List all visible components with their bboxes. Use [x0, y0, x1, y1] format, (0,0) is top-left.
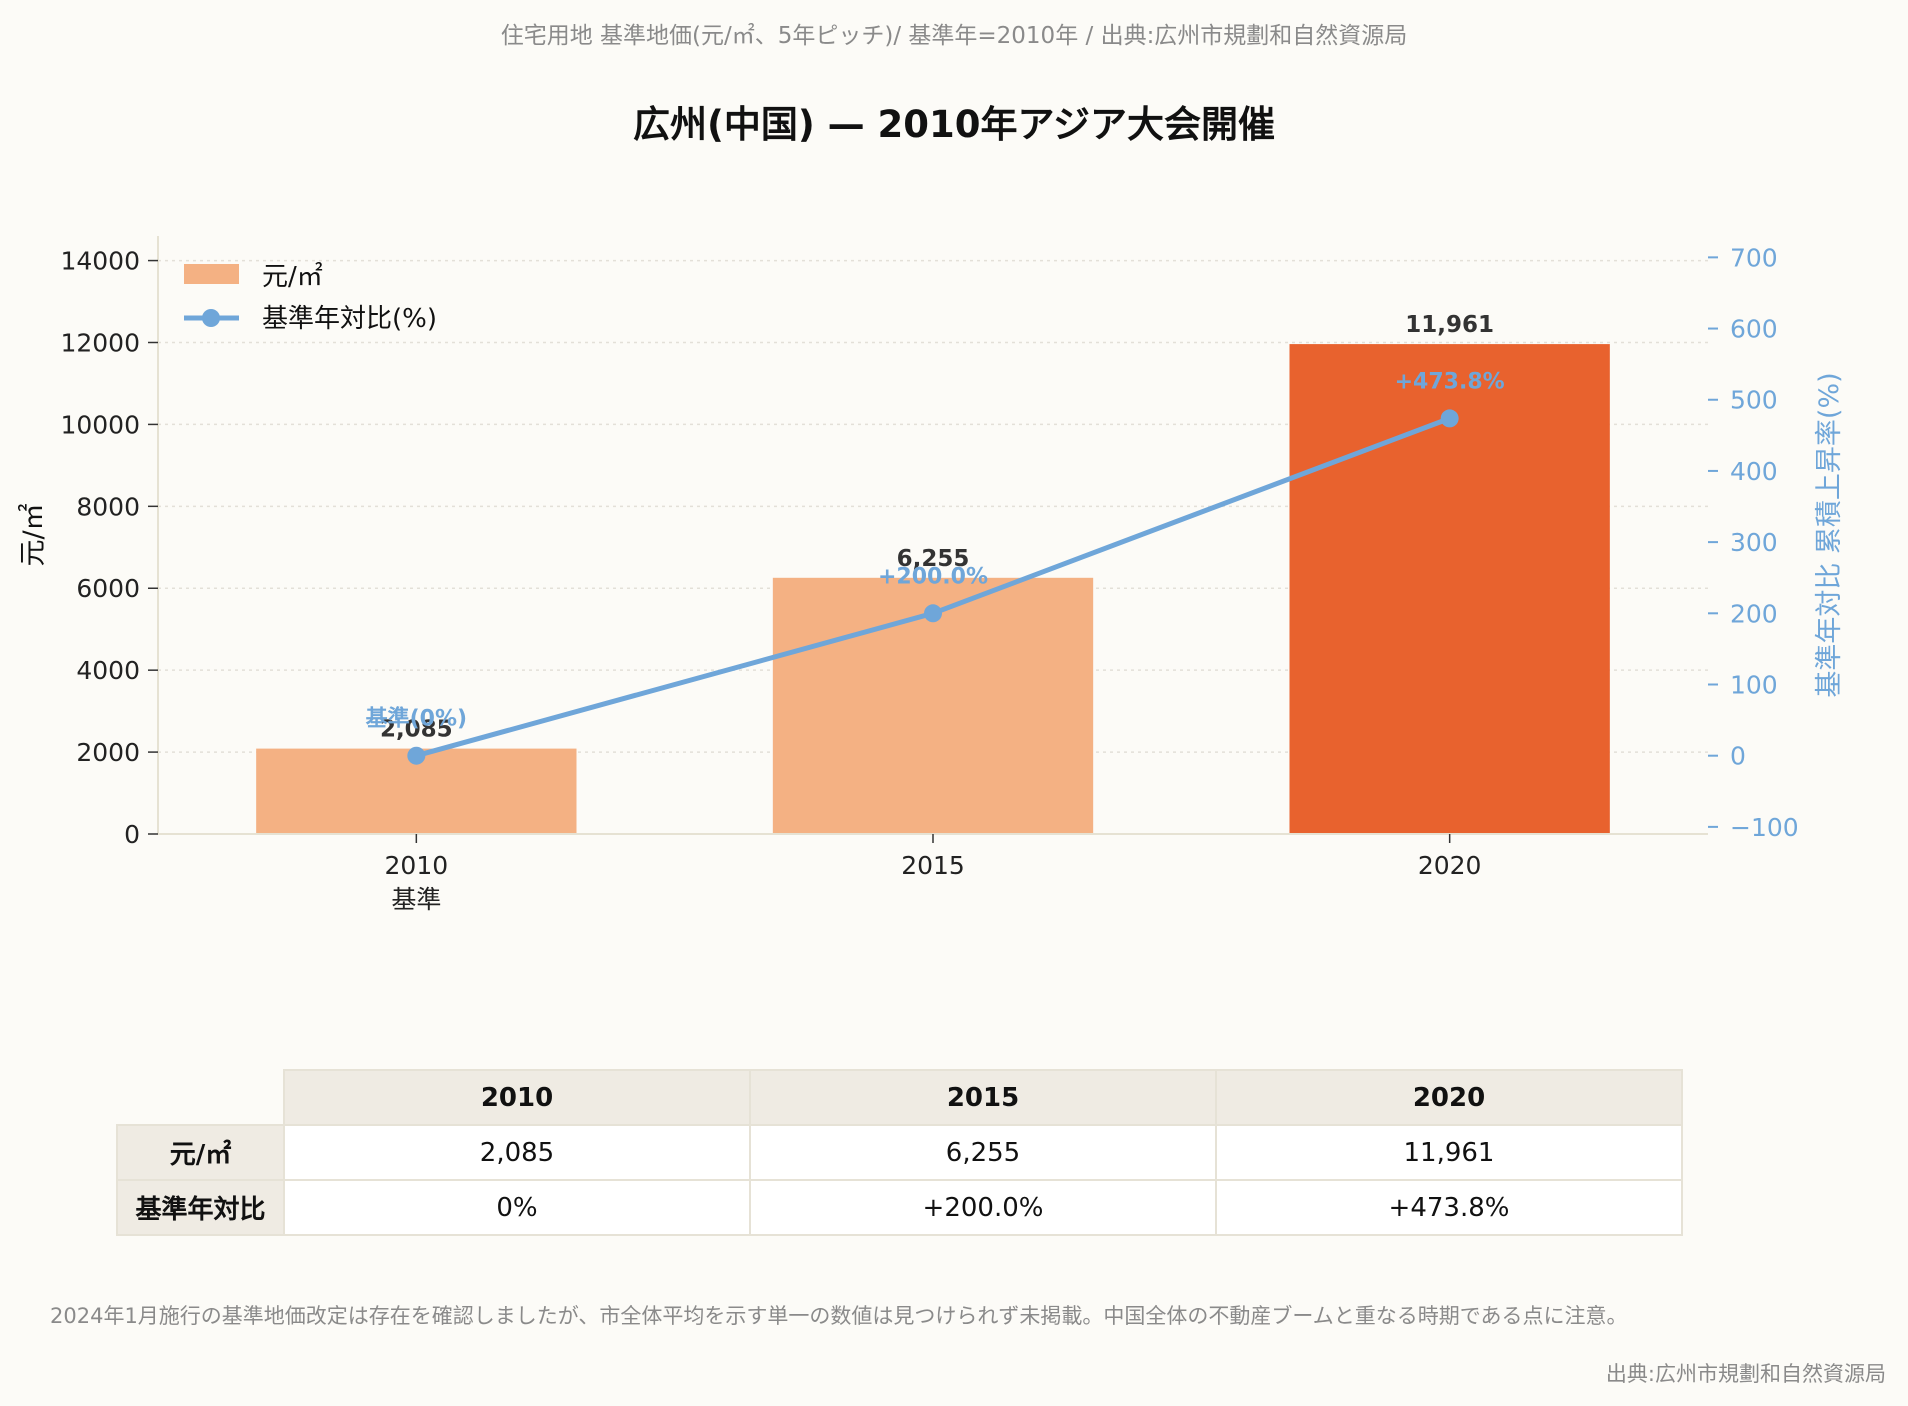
- y-tick-label: 4000: [76, 656, 140, 685]
- line-value-label: +473.8%: [1395, 369, 1505, 394]
- y2-tick-label: 200: [1730, 599, 1778, 628]
- y2-axis-label: 基準年対比 累積上昇率(%): [1814, 372, 1845, 697]
- table-header-2010: 2010: [283, 1069, 751, 1126]
- y2-tick-label: −100: [1730, 813, 1799, 842]
- chart-title: 広州(中国) — 2010年アジア大会開催: [632, 103, 1276, 146]
- y2-tick-label: 400: [1730, 457, 1778, 486]
- table-row: 基準年対比 0% +200.0% +473.8%: [116, 1179, 1683, 1236]
- table-cell: 6,255: [749, 1124, 1217, 1181]
- chart-subtitle: 住宅用地 基準地価(元/㎡、5年ピッチ)/ 基準年=2010年 / 出典:広州市…: [500, 23, 1408, 49]
- line-value-label: 基準(0%): [366, 706, 467, 732]
- table-cell: 0%: [283, 1179, 751, 1236]
- table-cell: 2,085: [283, 1124, 751, 1181]
- legend-line-marker: [202, 309, 220, 327]
- table-row: 元/㎡ 2,085 6,255 11,961: [116, 1124, 1683, 1181]
- y2-tick-label: 300: [1730, 528, 1778, 557]
- legend-bar-swatch: [184, 264, 239, 284]
- table-row-label: 元/㎡: [116, 1124, 285, 1181]
- line-point: [924, 604, 942, 623]
- bar-value-label: 2,085: [380, 717, 453, 743]
- y2-tick-label: 100: [1730, 671, 1778, 700]
- line-point: [407, 746, 426, 765]
- footnote: 2024年1月施行の基準地価改定は存在を確認しましたが、市全体平均を示す単一の数…: [50, 1304, 1628, 1328]
- legend-bar-label: 元/㎡: [262, 262, 323, 292]
- line-point: [1440, 409, 1459, 428]
- table-header-row: 2010 2015 2020: [117, 1069, 1683, 1126]
- table-corner-cell: [117, 1070, 284, 1125]
- y2-tick-label: 0: [1730, 742, 1746, 771]
- y-tick-label: 0: [124, 820, 140, 849]
- y-tick-label: 12000: [60, 328, 140, 357]
- y2-tick-label: 500: [1730, 386, 1778, 415]
- x-tick-label: 2020: [1418, 851, 1482, 880]
- bar-value-label: 11,961: [1405, 312, 1494, 338]
- table-cell: 11,961: [1215, 1124, 1683, 1181]
- x-tick-sublabel: 基準: [391, 885, 441, 914]
- table-row-label: 基準年対比: [116, 1179, 285, 1236]
- y-tick-label: 2000: [76, 738, 140, 767]
- y-tick-label: 14000: [60, 247, 140, 276]
- y-tick-label: 6000: [76, 574, 140, 603]
- line-value-label: +200.0%: [878, 564, 988, 589]
- x-tick-label: 2015: [901, 851, 965, 880]
- y-tick-label: 10000: [60, 410, 140, 439]
- x-tick-label: 2010: [385, 851, 449, 880]
- bar-value-label: 6,255: [897, 546, 970, 572]
- table-cell: +473.8%: [1215, 1179, 1683, 1236]
- combo-chart: 0 2000 4000 6000 8000 10000 12000 14000 −100 0 100…: [18, 236, 1845, 914]
- legend-line-label: 基準年対比(%): [262, 304, 437, 334]
- y2-tick-label: 700: [1730, 243, 1778, 272]
- table-cell: +200.0%: [749, 1179, 1217, 1236]
- source-credit: 出典:広州市規劃和自然資源局: [1605, 1362, 1886, 1386]
- table-header-2015: 2015: [749, 1069, 1217, 1126]
- y-tick-label: 8000: [76, 492, 140, 521]
- table-header-2020: 2020: [1215, 1069, 1683, 1126]
- y-axis-label: 元/㎡: [18, 503, 49, 566]
- data-table: 2010 2015 2020 元/㎡ 2,085 6,255 11,961 基準…: [116, 1069, 1683, 1236]
- y2-tick-label: 600: [1730, 315, 1778, 344]
